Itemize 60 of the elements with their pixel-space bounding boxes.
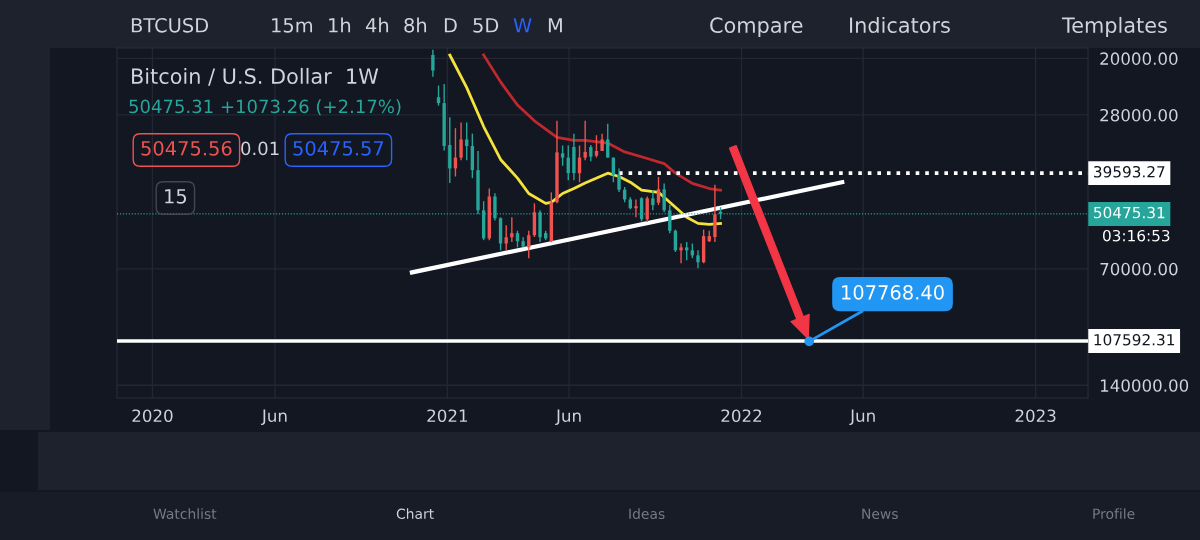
line-series: [482, 53, 722, 192]
x-tick-label: 2021: [427, 409, 468, 423]
candlestick: [594, 134, 599, 159]
text: Templates: [1061, 16, 1167, 38]
candlestick: [606, 122, 610, 159]
ref-line-label: 50475.31: [1094, 206, 1165, 219]
candlestick: [431, 49, 435, 78]
candlestick: [685, 241, 689, 261]
y-tick-label: 20000.00: [1100, 52, 1178, 65]
text: D: [444, 18, 457, 33]
text: News: [862, 508, 898, 520]
x-tick-label: 2020: [132, 409, 173, 423]
text: Compare: [710, 17, 803, 38]
candlestick: [465, 121, 469, 162]
text: 15m: [272, 18, 313, 33]
text: BTCUSD: [131, 17, 209, 33]
data-label: 39593.27: [1094, 166, 1165, 178]
text: 1h: [329, 17, 351, 33]
candlestick: [713, 183, 717, 243]
text: Ideas: [629, 508, 665, 520]
text: Indicators: [850, 16, 950, 34]
y-tick-label: 70000.00: [1100, 262, 1178, 276]
x-tick-label: Jun: [555, 409, 581, 426]
text: W: [513, 18, 532, 33]
text: 8h: [404, 17, 427, 33]
x-tick-label: Jun: [849, 409, 875, 426]
candlestick: [532, 202, 537, 238]
text: Watchlist: [153, 508, 217, 520]
annotation: 0.01: [241, 141, 279, 156]
candlestick: [436, 84, 441, 107]
text: 03:16:53: [1103, 229, 1170, 242]
y-tick-label: 140000.00: [1100, 379, 1189, 392]
text: Chart: [396, 508, 434, 520]
text: M: [548, 18, 562, 33]
x-tick-label: Jun: [261, 409, 287, 426]
candlestick: [510, 216, 514, 243]
candlestick: [560, 144, 565, 167]
candlestick: [656, 176, 661, 206]
text: 5D: [473, 18, 499, 33]
y-tick-label: 28000.00: [1100, 108, 1178, 122]
line-series: [448, 53, 722, 226]
text: 4h: [365, 17, 389, 33]
annotation: 15: [165, 189, 187, 204]
candlestick: [679, 242, 683, 264]
candlestick: [634, 198, 638, 218]
annotation: 107768.40: [842, 285, 944, 300]
candlestick: [696, 249, 700, 270]
annotation: 50475.57: [293, 140, 384, 156]
text: Bitcoin / U.S. Dollar 1W: [132, 67, 379, 86]
x-tick-label: 2023: [1015, 409, 1056, 423]
text: 50475.31 +1073.26 (+2.17%): [129, 99, 401, 116]
candlestick: [617, 167, 621, 193]
candlestick: [583, 120, 587, 162]
annotation: 50475.56: [141, 140, 232, 156]
candlestick: [459, 121, 463, 162]
candlestick: [504, 224, 508, 252]
text: Profile: [1093, 508, 1135, 520]
candlestick: [651, 189, 655, 211]
ref-line-label: 107592.31: [1094, 333, 1175, 346]
x-tick-label: 2022: [721, 409, 762, 423]
